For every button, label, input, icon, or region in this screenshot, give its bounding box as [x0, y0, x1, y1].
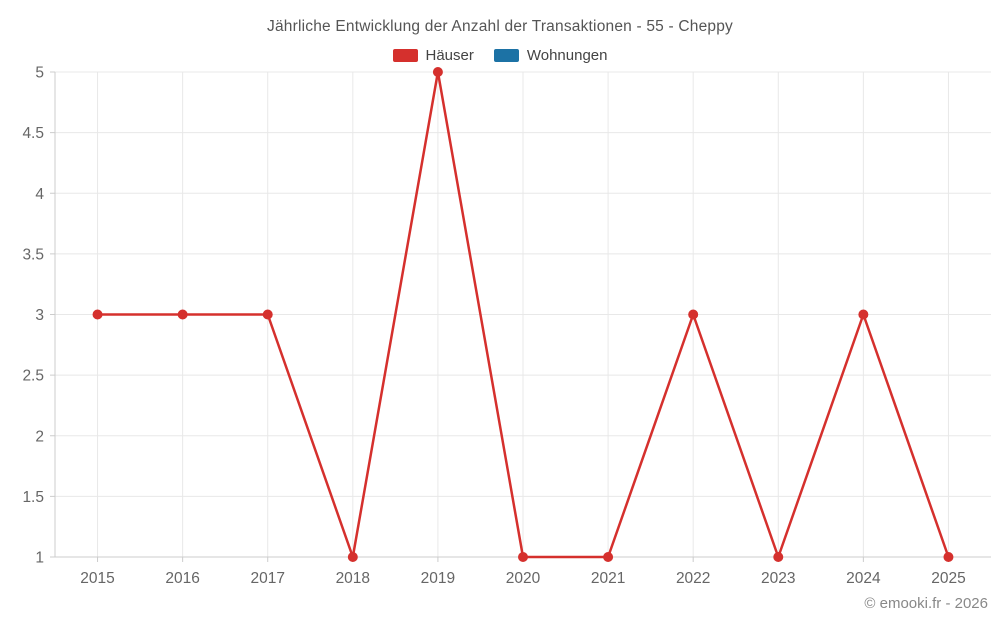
svg-text:2020: 2020: [506, 570, 541, 587]
legend-item-hauser[interactable]: Häuser: [392, 47, 474, 64]
wohnungen-series-swatch: [493, 49, 519, 62]
svg-text:2016: 2016: [165, 570, 199, 587]
svg-text:2024: 2024: [846, 570, 881, 587]
svg-text:2025: 2025: [931, 570, 965, 587]
watermark: © emooki.fr - 2026: [864, 595, 988, 612]
svg-text:5: 5: [35, 65, 44, 82]
svg-text:2018: 2018: [336, 570, 370, 587]
svg-text:2: 2: [35, 428, 44, 445]
svg-text:2.5: 2.5: [22, 368, 44, 385]
hauser-series-swatch: [392, 49, 418, 62]
svg-text:2015: 2015: [80, 570, 114, 587]
legend-item-wohnungen[interactable]: Wohnungen: [493, 47, 608, 64]
svg-text:1: 1: [35, 550, 44, 567]
svg-text:3.5: 3.5: [22, 246, 44, 263]
svg-text:3: 3: [35, 307, 44, 324]
legend: Häuser Wohnungen: [0, 47, 1000, 64]
svg-text:2023: 2023: [761, 570, 795, 587]
svg-text:1.5: 1.5: [22, 489, 44, 506]
svg-text:2017: 2017: [250, 570, 284, 587]
svg-text:2022: 2022: [676, 570, 710, 587]
svg-text:2021: 2021: [591, 570, 625, 587]
svg-text:2019: 2019: [421, 570, 455, 587]
svg-text:4.5: 4.5: [22, 125, 44, 142]
chart-title: Jährliche Entwicklung der Anzahl der Tra…: [267, 18, 733, 35]
legend-label-hauser: Häuser: [425, 47, 474, 64]
svg-text:4: 4: [35, 186, 44, 203]
legend-label-wohnungen: Wohnungen: [526, 47, 608, 64]
